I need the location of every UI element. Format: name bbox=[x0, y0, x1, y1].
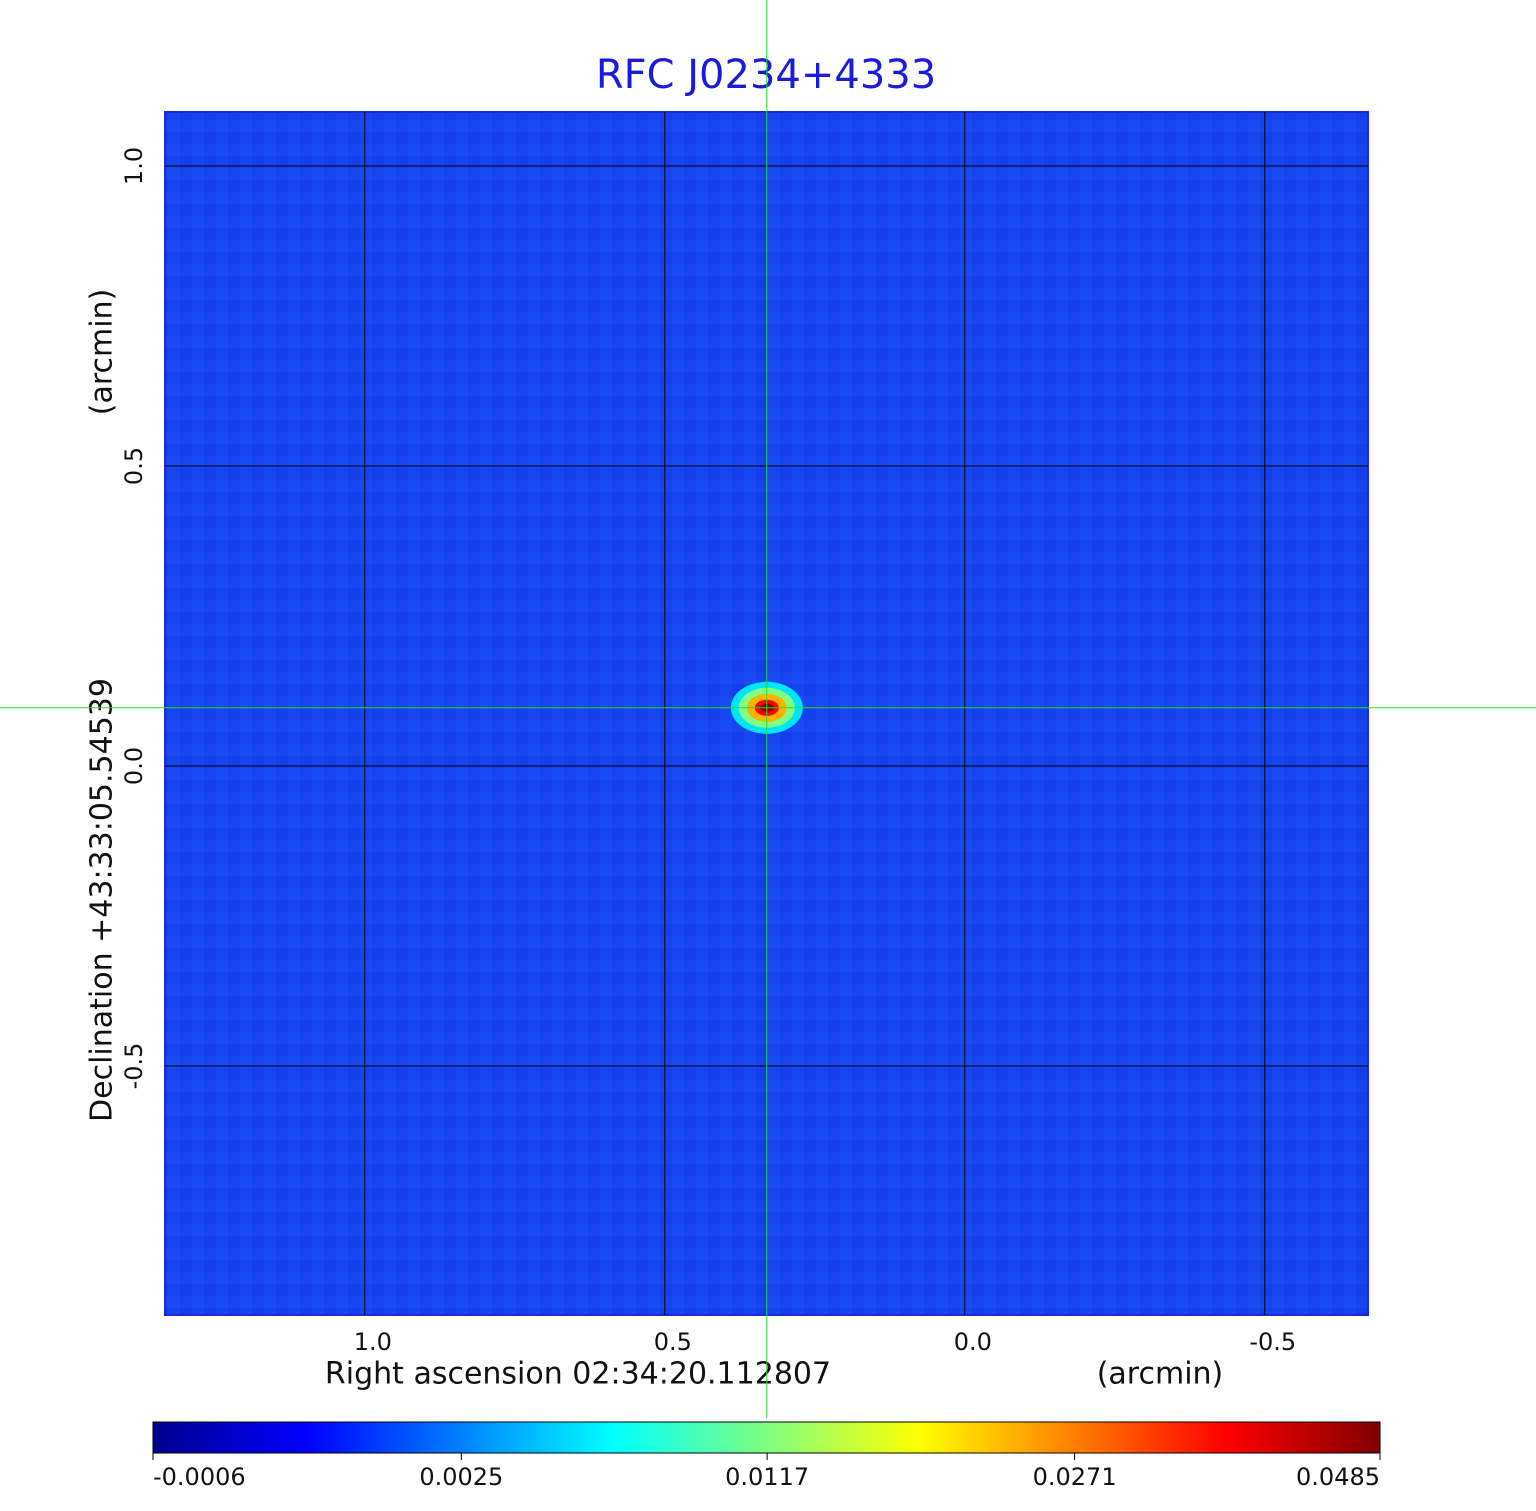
y-tick-label: -0.5 bbox=[120, 1043, 148, 1090]
x-tick-label: -0.5 bbox=[1249, 1328, 1296, 1356]
x-tick-label: 0.5 bbox=[654, 1328, 692, 1356]
chart-title: RFC J0234+4333 bbox=[596, 52, 936, 98]
y-axis-unit: (arcmin) bbox=[85, 289, 120, 416]
x-axis-unit: (arcmin) bbox=[1097, 1357, 1224, 1392]
colorbar-tick-label: 0.0025 bbox=[419, 1463, 503, 1491]
x-tick-label: 1.0 bbox=[354, 1328, 392, 1356]
y-tick-label: 0.0 bbox=[120, 747, 148, 785]
x-tick-label: 0.0 bbox=[954, 1328, 992, 1356]
colorbar-tick-label: -0.0006 bbox=[153, 1463, 246, 1491]
colorbar-tick-label: 0.0117 bbox=[725, 1463, 809, 1491]
colorbar-tick-label: 0.0271 bbox=[1033, 1463, 1117, 1491]
x-axis-label: Right ascension 02:34:20.112807 bbox=[325, 1357, 831, 1392]
y-tick-label: 1.0 bbox=[120, 147, 148, 185]
y-axis-label: Declination +43:33:05.54539 bbox=[85, 678, 120, 1122]
colorbar-tick-label: 0.0485 bbox=[1296, 1463, 1380, 1491]
colorbar bbox=[152, 1421, 1381, 1454]
y-tick-label: 0.5 bbox=[120, 447, 148, 485]
